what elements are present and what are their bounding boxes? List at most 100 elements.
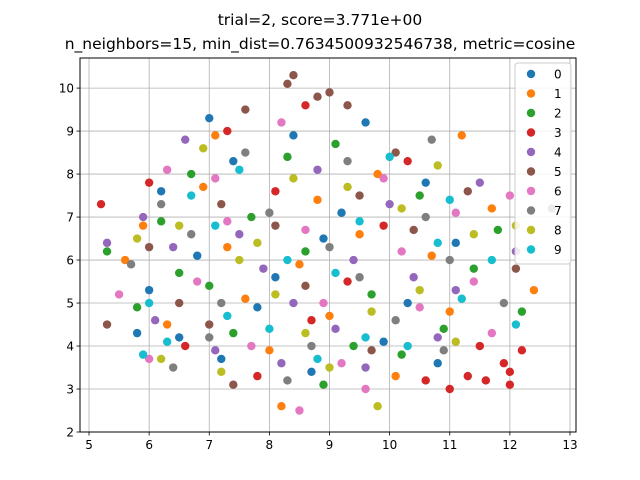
x-tick-label: 6: [145, 438, 153, 452]
data-point: [475, 178, 485, 187]
data-point: [205, 320, 214, 329]
data-point: [313, 354, 322, 364]
data-point: [162, 165, 172, 174]
data-point: [289, 174, 298, 183]
data-point: [96, 199, 106, 209]
data-point: [313, 165, 322, 174]
data-point: [475, 341, 485, 351]
data-point: [463, 371, 472, 381]
data-point: [301, 328, 310, 338]
data-point: [307, 367, 316, 377]
x-tick-label: 13: [562, 438, 577, 452]
data-point: [295, 260, 304, 269]
data-point: [355, 191, 364, 200]
data-point: [511, 320, 521, 329]
data-point: [271, 187, 280, 196]
data-point: [253, 303, 262, 312]
y-tick-label: 8: [66, 168, 74, 182]
data-point: [187, 169, 196, 179]
data-point: [132, 328, 142, 338]
data-point: [391, 316, 400, 325]
data-point: [379, 337, 388, 346]
data-point: [114, 290, 124, 299]
data-point: [175, 221, 184, 230]
y-tick-label: 7: [66, 211, 74, 225]
data-point: [397, 350, 406, 359]
y-tick-label: 2: [66, 426, 74, 440]
data-point: [271, 221, 280, 230]
legend-label-4: 4: [554, 146, 562, 160]
data-point: [217, 367, 226, 377]
legend-box: [514, 62, 572, 265]
data-point: [156, 187, 166, 196]
legend-label-3: 3: [554, 126, 562, 140]
data-point: [463, 187, 472, 196]
data-point: [481, 376, 491, 385]
data-point: [175, 333, 184, 342]
data-point: [343, 182, 352, 192]
data-point: [325, 242, 334, 252]
data-point: [493, 225, 503, 235]
data-point: [331, 268, 340, 278]
data-point: [138, 212, 148, 222]
data-point: [379, 221, 388, 230]
data-point: [415, 191, 424, 200]
data-point: [156, 217, 166, 226]
data-point: [403, 156, 412, 166]
data-point: [265, 208, 274, 217]
data-point: [205, 333, 214, 342]
data-point: [102, 320, 112, 329]
data-point: [241, 105, 250, 114]
data-point: [144, 298, 154, 308]
y-tick-label: 4: [66, 340, 74, 354]
data-point: [343, 156, 352, 166]
data-point: [529, 285, 539, 295]
data-point: [217, 354, 226, 364]
data-point: [138, 221, 148, 230]
data-point: [211, 346, 220, 355]
data-point: [217, 199, 226, 209]
data-point: [433, 238, 442, 248]
legend-label-6: 6: [554, 185, 562, 199]
legend-label-5: 5: [554, 165, 562, 179]
data-point: [409, 225, 418, 235]
data-point: [361, 333, 370, 342]
data-point: [271, 273, 280, 282]
data-point: [469, 264, 478, 273]
data-point: [241, 294, 250, 303]
data-point: [217, 298, 226, 308]
data-point: [409, 273, 418, 282]
data-point: [126, 260, 136, 269]
data-point: [132, 234, 142, 243]
data-point: [283, 376, 292, 385]
data-point: [445, 384, 454, 394]
series-5: [102, 70, 521, 389]
legend-marker-8: [526, 225, 536, 235]
data-point: [229, 328, 238, 338]
data-point: [259, 264, 268, 273]
data-point: [144, 242, 154, 252]
legend-marker-2: [526, 108, 536, 118]
data-point: [331, 324, 340, 334]
data-point: [499, 298, 509, 308]
data-point: [457, 131, 466, 140]
data-point: [511, 264, 521, 273]
data-point: [175, 268, 184, 278]
data-point: [487, 255, 497, 265]
data-point: [451, 337, 460, 346]
data-point: [241, 148, 250, 157]
series-1: [120, 131, 539, 411]
data-point: [120, 255, 130, 265]
data-point: [277, 359, 286, 368]
data-point: [445, 255, 454, 265]
data-point: [505, 191, 515, 200]
data-point: [427, 251, 436, 260]
data-point: [247, 341, 256, 351]
legend-label-1: 1: [554, 87, 562, 101]
data-point: [307, 341, 316, 351]
data-point: [451, 238, 460, 248]
y-tick-label: 9: [66, 125, 74, 139]
x-tick-label: 10: [382, 438, 397, 452]
data-point: [367, 290, 376, 299]
